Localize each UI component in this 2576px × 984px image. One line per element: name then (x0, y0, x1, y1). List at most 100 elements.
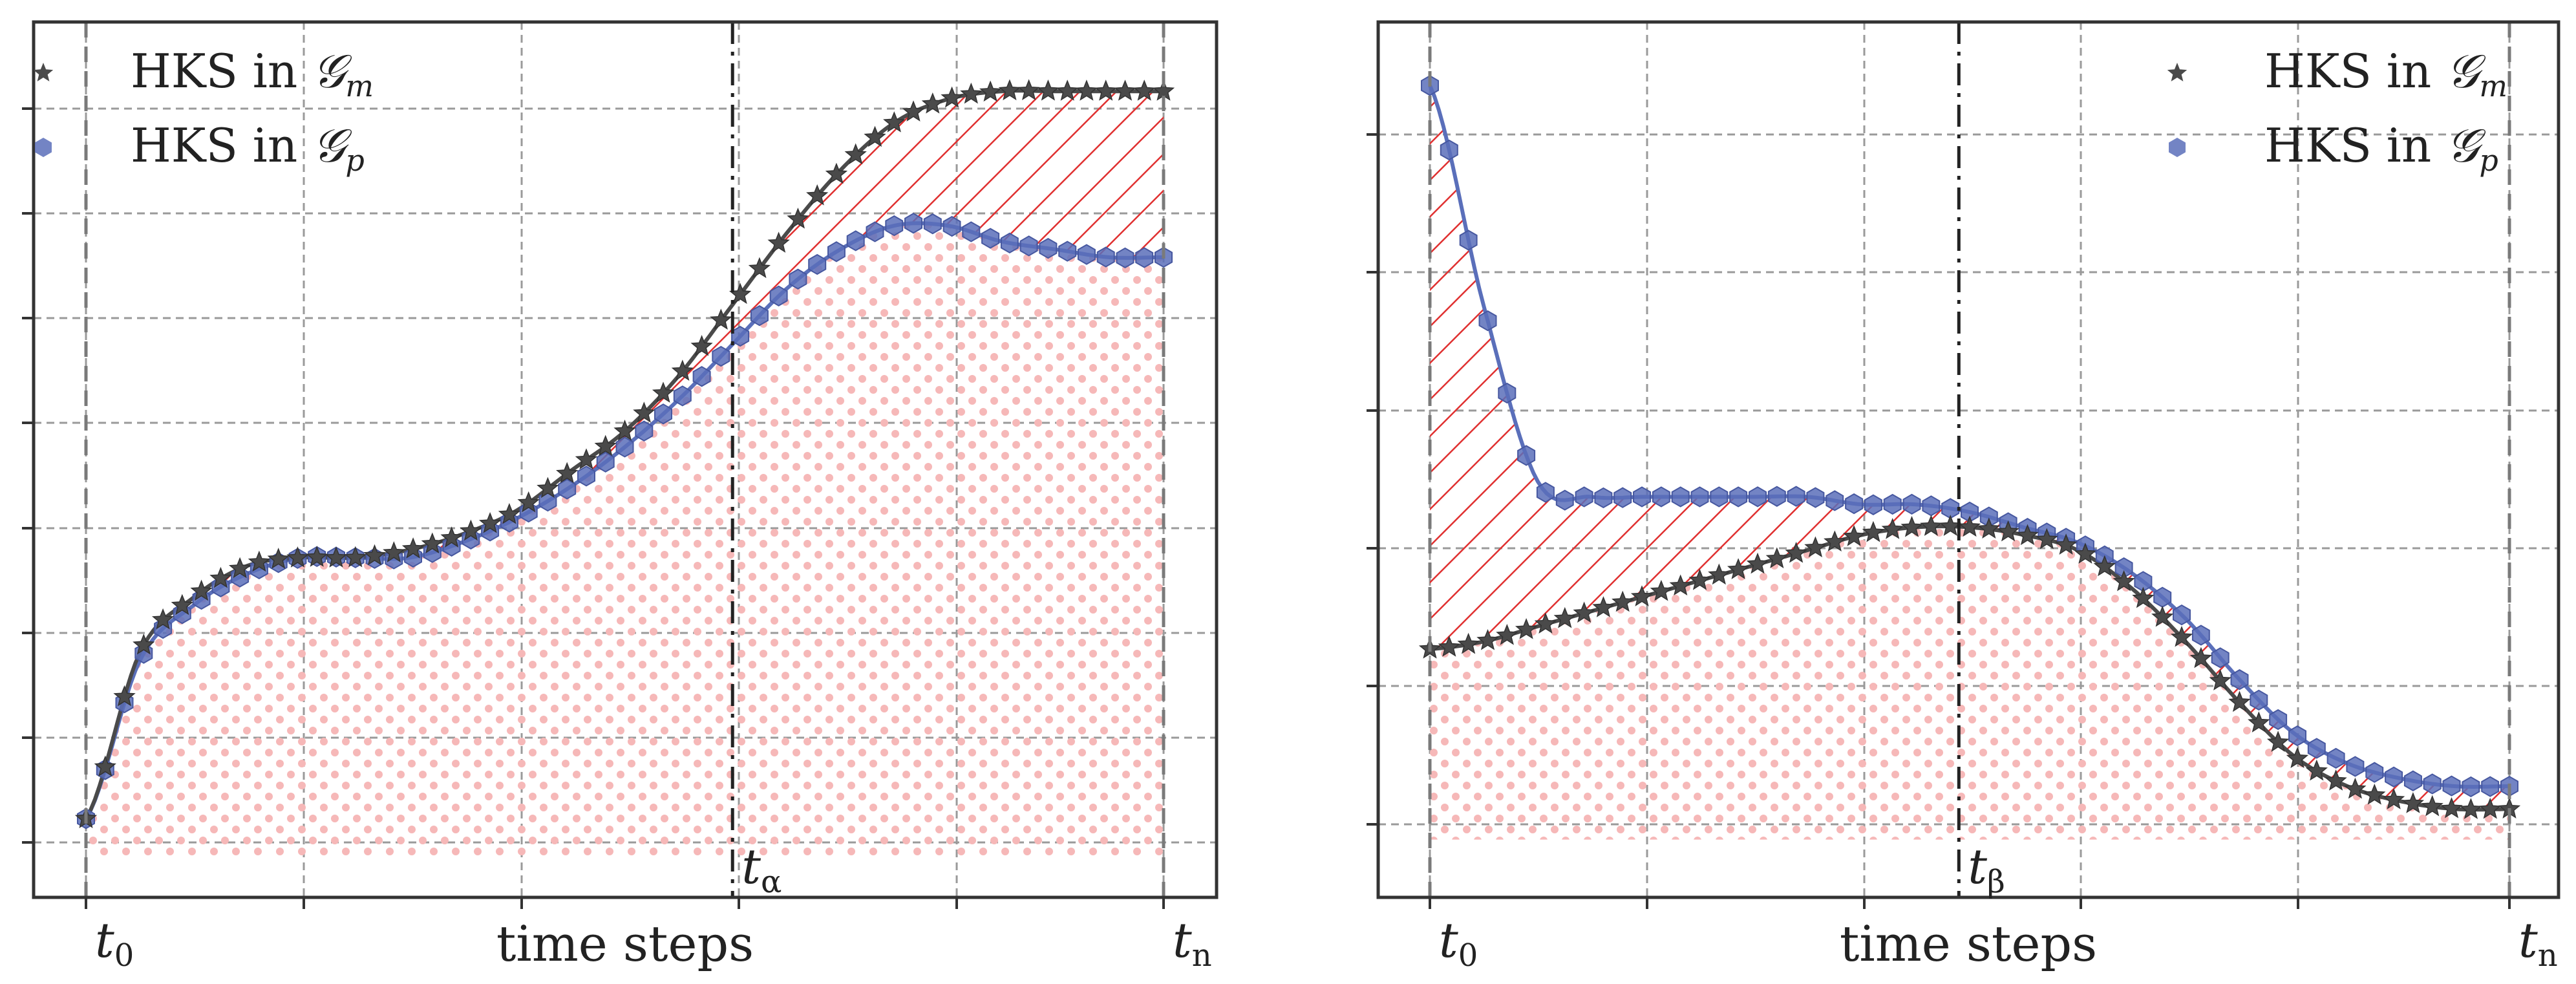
series-m-point (2151, 605, 2174, 627)
series-p-point (1883, 493, 1902, 515)
series-m-point (325, 546, 348, 568)
series-p-point (1749, 486, 1767, 508)
series-p-point (2230, 669, 2249, 690)
series-m-point (2382, 788, 2405, 809)
series-p-point (769, 285, 788, 306)
series-m-point (2016, 524, 2039, 546)
legend-entry: HKS in 𝒢m (131, 44, 374, 103)
series-p-point (846, 230, 865, 251)
legend: HKS in 𝒢m HKS in 𝒢p (33, 44, 374, 178)
series-p-point (712, 345, 730, 367)
series-m-point (1804, 536, 1827, 558)
plot-area (1428, 85, 2510, 840)
series-m-point (1862, 520, 1885, 542)
series-p-point (1135, 247, 1154, 268)
series-m-point (344, 546, 367, 568)
legend-hexagon-marker (2169, 138, 2186, 157)
series-m-point (2113, 570, 2135, 592)
series-m-point (1708, 563, 1730, 585)
series-p-point (904, 213, 922, 234)
series-p-point (2385, 766, 2403, 787)
series-p-point (885, 215, 904, 237)
series-m-point (171, 594, 194, 615)
series-m-point (1977, 517, 2000, 539)
series-p-point (1690, 486, 1709, 508)
series-p-point (1039, 237, 1058, 259)
series-m-point (2189, 647, 2213, 668)
series-p-point (1845, 493, 1864, 515)
hatched-difference-area (86, 91, 1164, 819)
series-p-point (2462, 776, 2480, 798)
series-p-point (1517, 445, 1536, 466)
series-m-point (864, 125, 886, 147)
series-m-point (1746, 552, 1769, 574)
x-axis-label: time steps (1840, 915, 2097, 972)
series-p-point (1864, 494, 1882, 515)
series-p-point (827, 241, 846, 262)
series-m-point (1785, 541, 1807, 563)
series-m-point (401, 537, 425, 559)
x-axis-label: time steps (496, 915, 754, 972)
series-p-point (1498, 382, 1517, 404)
series-p-point (731, 325, 750, 347)
dotted-area (1430, 526, 2509, 840)
series-m-point (1824, 530, 1846, 551)
series-m-point (594, 434, 617, 456)
series-m-point (1650, 579, 1673, 601)
series-m-point (113, 685, 136, 707)
series-p-point (1594, 487, 1613, 509)
series-m-point (2132, 586, 2155, 608)
series-m-point (517, 491, 540, 513)
series-p-point (2153, 586, 2172, 608)
series-p-point (1000, 232, 1019, 254)
series-m-point (2305, 759, 2328, 781)
series-p-point (1652, 486, 1670, 508)
series-m-point (2209, 669, 2231, 690)
series-m-point (998, 79, 1021, 101)
series-m-point (1037, 79, 1059, 101)
series-p-point (1478, 310, 1497, 332)
series-p-point (2269, 709, 2288, 731)
series-p-point (577, 465, 595, 487)
series-p-point (2481, 776, 2500, 797)
series-m-point (1094, 80, 1117, 101)
series-m-point (383, 541, 405, 562)
series-p-point (1440, 139, 1458, 161)
series-p-point (2211, 647, 2230, 668)
series-m-point (1438, 636, 1460, 657)
series-m-point (1842, 525, 1866, 546)
series-m-point (537, 476, 559, 498)
series-m-point (2440, 797, 2463, 818)
series-p-point (2191, 625, 2210, 646)
series-m-point (1573, 601, 1595, 623)
series-m-point (1997, 520, 2019, 542)
series-p-point (2365, 762, 2384, 783)
series-p-point (2346, 756, 2365, 777)
series-p-point (1077, 244, 1096, 265)
series-p-point (808, 253, 827, 275)
series-m-point (2479, 797, 2502, 819)
series-p-point (789, 268, 807, 290)
x-tick-label-tn: tn (1173, 913, 1212, 974)
series-m-point (1765, 547, 1788, 568)
series-p-point (2403, 770, 2422, 791)
series-p-point (1806, 487, 1825, 508)
legend-hexagon-marker (35, 138, 52, 157)
series-m-point (613, 419, 636, 441)
series-m-point (960, 82, 983, 104)
series-p-point (1459, 230, 1478, 251)
series-m-point (1958, 515, 1981, 537)
series-m-point (1017, 79, 1040, 100)
series-m-point (1457, 632, 1480, 654)
series-m-point (2093, 555, 2116, 577)
series-p-point (1671, 486, 1690, 508)
series-p-point (750, 305, 769, 326)
series-m-point (267, 548, 290, 569)
series-m-point (2421, 795, 2443, 817)
series-p-point (1058, 241, 1077, 262)
series-m-point (1612, 590, 1634, 612)
series-m-point (1133, 80, 1156, 101)
series-m-point (825, 162, 848, 184)
